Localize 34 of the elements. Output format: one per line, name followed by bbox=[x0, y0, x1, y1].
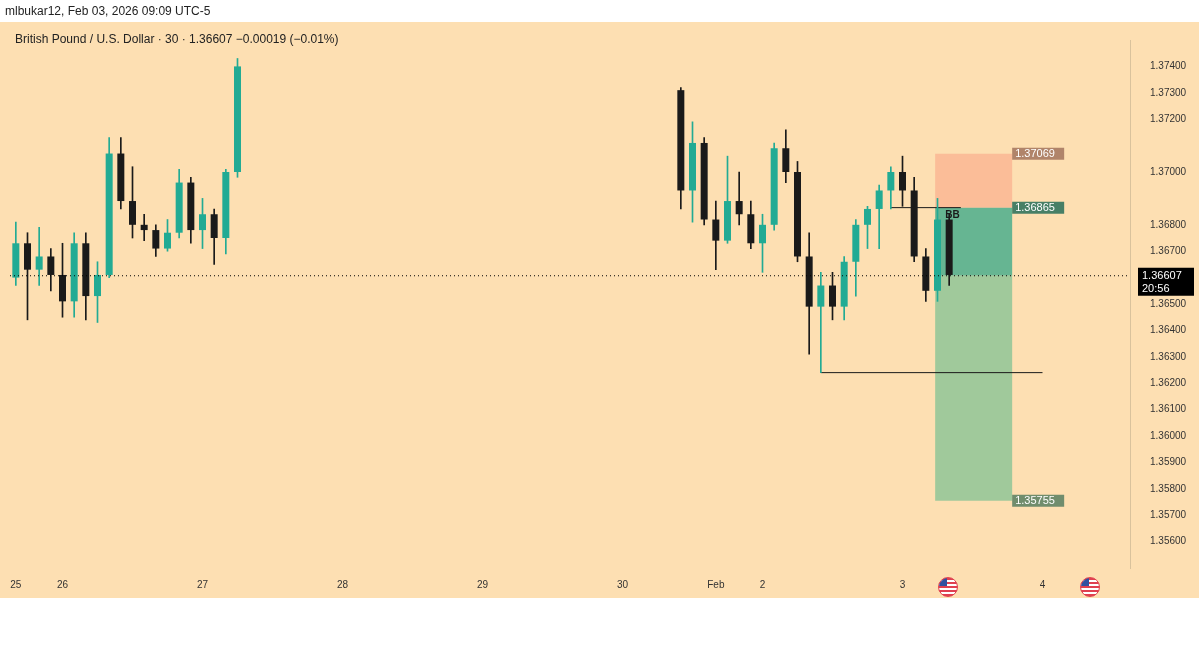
x-tick-label: Feb bbox=[707, 578, 725, 590]
y-tick-label: 1.35900 bbox=[1150, 456, 1187, 468]
x-tick-label: 28 bbox=[336, 578, 349, 590]
y-tick-label: 1.36400 bbox=[1150, 324, 1187, 336]
y-tick-label: 1.37200 bbox=[1150, 112, 1187, 124]
band-label: 1.37069 bbox=[1015, 146, 1055, 159]
y-tick-label: 1.36800 bbox=[1150, 218, 1187, 230]
x-tick-label: 27 bbox=[196, 578, 209, 590]
annotation: BB bbox=[945, 209, 960, 221]
y-tick-label: 1.36000 bbox=[1150, 429, 1187, 441]
y-tick-label: 1.37300 bbox=[1150, 86, 1187, 98]
y-tick-label: 1.36700 bbox=[1150, 244, 1187, 256]
x-tick-label: 4 bbox=[1039, 578, 1046, 590]
y-tick-label: 1.37000 bbox=[1150, 165, 1187, 177]
text: 20:56 bbox=[1142, 281, 1170, 294]
y-tick-label: 1.37400 bbox=[1150, 60, 1187, 72]
x-tick-label: 29 bbox=[476, 578, 489, 590]
x-tick-label: 3 bbox=[899, 578, 906, 590]
y-tick-label: 1.35700 bbox=[1150, 508, 1187, 520]
ref-line-label: 1.36607 bbox=[1142, 268, 1182, 281]
y-tick-label: 1.35800 bbox=[1150, 482, 1187, 494]
x-tick-label: 2 bbox=[759, 578, 766, 590]
x-tick-label: 25 bbox=[10, 578, 22, 590]
y-tick-label: 1.36500 bbox=[1150, 297, 1187, 309]
x-tick-label: 26 bbox=[56, 578, 69, 590]
y-tick-label: 1.36300 bbox=[1150, 350, 1187, 362]
x-tick-label: 30 bbox=[616, 578, 629, 590]
band-label: 1.35755 bbox=[1015, 493, 1055, 506]
y-tick-label: 1.35600 bbox=[1150, 535, 1187, 547]
chart-subtitle: mlbukar12, Feb 03, 2026 09:09 UTC-5 bbox=[5, 4, 211, 18]
band-label: 1.36865 bbox=[1015, 200, 1055, 213]
y-tick-label: 1.36200 bbox=[1150, 376, 1187, 388]
chart-title: British Pound / U.S. Dollar · 30 · 1.36607 −0.00019 (−0.01%) bbox=[15, 32, 339, 46]
y-tick-label: 1.36100 bbox=[1150, 403, 1187, 415]
